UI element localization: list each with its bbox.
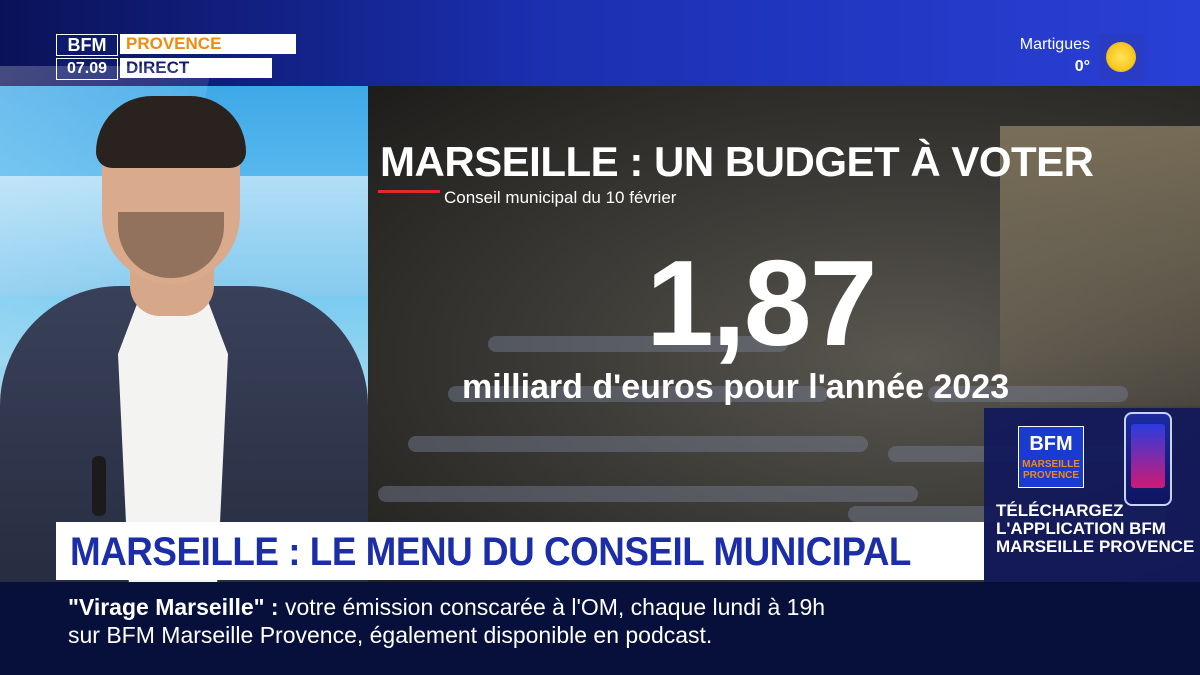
ticker-show: "Virage Marseille" : [68,594,279,620]
chamber-seats [928,386,1128,402]
presenter-hair [96,96,246,168]
promo-brand: BFM [1029,433,1073,455]
chamber-seats [408,436,868,452]
chamber-seats [488,336,788,352]
region-label: PROVENCE [120,34,296,54]
weather-icon-box [1098,34,1144,80]
chamber-seats [448,386,828,402]
presenter [0,96,368,586]
headline-strip: MARSEILLE : LE MENU DU CONSEIL MUNICIPAL [56,522,984,580]
brand-label: BFM [56,34,118,56]
clock: 07.09 [56,58,118,80]
graphic-title: MARSEILLE : UN BUDGET À VOTER [380,138,1094,185]
phone-screen [1131,424,1165,488]
sun-icon [1106,42,1136,72]
promo-cta: TÉLÉCHARGEZ L'APPLICATION BFM MARSEILLE … [996,501,1195,556]
weather-widget: Martigues 0° [984,34,1144,82]
weather-temperature: 0° [1074,58,1090,75]
promo-brand-sub: MARSEILLE PROVENCE [1022,459,1080,481]
phone-app-icon [1124,412,1172,506]
ticker-line-1: "Virage Marseille" : votre émission cons… [68,594,825,621]
ticker-line-2: sur BFM Marseille Provence, également di… [68,622,713,648]
budget-figure: 1,87 [646,235,877,371]
promo-logo: BFM MARSEILLE PROVENCE [1018,426,1084,488]
top-band: BFM 07.09 PROVENCE DIRECT Martigues 0° [0,0,1200,86]
ticker-line-1-text: votre émission conscarée à l'OM, chaque … [278,594,826,620]
weather-city: Martigues [1019,36,1090,53]
headline-text: MARSEILLE : LE MENU DU CONSEIL MUNICIPAL [70,530,911,574]
live-label: DIRECT [120,58,272,78]
graphic-subtitle: Conseil municipal du 10 février [444,188,677,207]
microphone-icon [92,456,106,516]
ticker-bar: "Virage Marseille" : votre émission cons… [0,582,1200,675]
app-promo: BFM MARSEILLE PROVENCE TÉLÉCHARGEZ L'APP… [984,408,1200,582]
chamber-seats [378,486,918,502]
accent-line [378,190,440,193]
budget-caption: milliard d'euros pour l'année 2023 [462,368,1010,406]
chamber-wall [1000,126,1200,406]
